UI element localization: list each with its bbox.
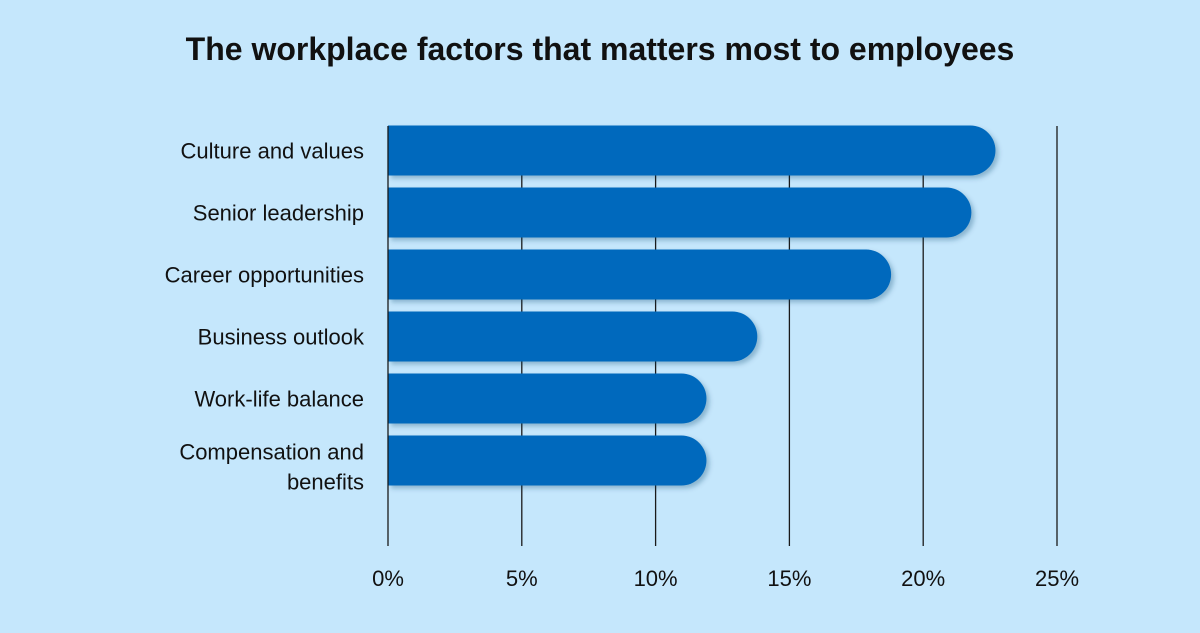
category-label: Senior leadership xyxy=(193,201,364,226)
category-label-line: Career opportunities xyxy=(165,263,364,288)
category-label-line: Work-life balance xyxy=(194,387,364,412)
x-tick-label: 20% xyxy=(901,566,945,591)
bar xyxy=(388,249,892,300)
bar xyxy=(388,311,758,362)
category-label: Career opportunities xyxy=(165,263,364,288)
x-axis: 0% 5% 10% 15% 20% 25% xyxy=(372,126,1079,591)
x-tick-label: 25% xyxy=(1035,566,1079,591)
bar xyxy=(388,187,972,238)
x-tick-label: 0% xyxy=(372,566,404,591)
bar xyxy=(388,125,996,176)
category-label-line: benefits xyxy=(287,470,364,495)
category-labels: Culture and values Senior leadership Caree… xyxy=(165,139,365,495)
category-label-line: Business outlook xyxy=(198,325,365,350)
chart-title: The workplace factors that matters most … xyxy=(186,31,1015,67)
category-label-line: Compensation and xyxy=(179,440,364,465)
x-tick-label: 15% xyxy=(767,566,811,591)
category-label: Compensation and benefits xyxy=(179,440,364,495)
x-tick-label: 10% xyxy=(634,566,678,591)
bar xyxy=(388,435,707,486)
x-tick-label: 5% xyxy=(506,566,538,591)
category-label: Work-life balance xyxy=(194,387,364,412)
bars xyxy=(388,125,996,486)
bar xyxy=(388,373,707,424)
category-label-line: Culture and values xyxy=(181,139,364,164)
category-label-line: Senior leadership xyxy=(193,201,364,226)
category-label: Business outlook xyxy=(198,325,365,350)
category-label: Culture and values xyxy=(181,139,364,164)
